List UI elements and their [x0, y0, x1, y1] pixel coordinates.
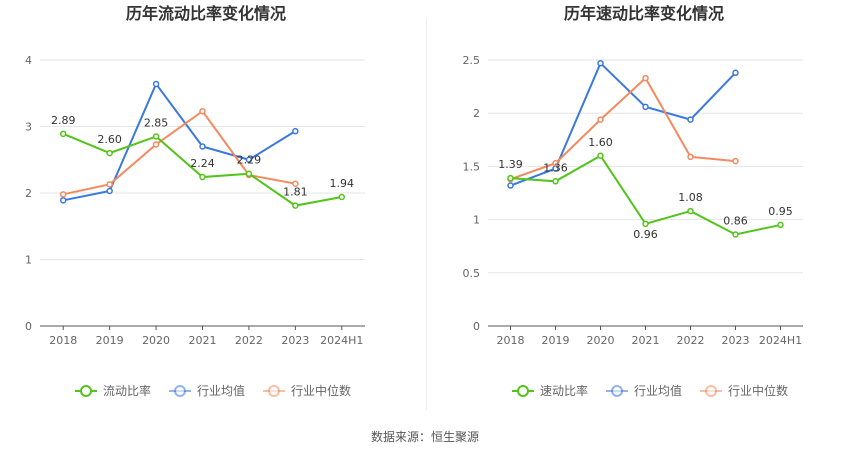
- chart1-y-tick: 3: [25, 121, 32, 134]
- chart1-legend-marker: [268, 385, 280, 397]
- chart2-series-line-2: [510, 76, 736, 181]
- chart2-data-label: 1.60: [588, 136, 613, 149]
- chart1-point-2: [292, 180, 299, 187]
- chart2-title: 历年速动比率变化情况: [564, 4, 724, 23]
- chart2-y-tick: 0: [473, 320, 480, 333]
- chart1-point-2: [199, 107, 206, 115]
- chart1-point-0: [292, 202, 299, 209]
- chart2-point-1: [687, 116, 694, 123]
- chart2-y-tick: 2.5: [463, 54, 481, 67]
- chart2-x-tick: 2020: [587, 334, 615, 347]
- chart1-data-label: 2.29: [237, 154, 262, 167]
- chart1-point-0: [338, 193, 346, 201]
- panel-divider: [426, 18, 427, 410]
- chart1-x-tick: 2023: [281, 334, 309, 347]
- chart2-y-tick: 1: [473, 214, 480, 227]
- chart1-point-1: [152, 80, 160, 88]
- chart1-point-1: [199, 143, 206, 150]
- chart1-legend-marker: [80, 385, 92, 397]
- chart1-y-tick: 1: [25, 254, 32, 267]
- chart1-x-tick: 2021: [189, 334, 217, 347]
- chart2-legend-label: 速动比率: [540, 383, 588, 398]
- chart2-legend-marker: [611, 385, 623, 397]
- chart2-legend-marker: [517, 385, 529, 397]
- chart1-x-tick: 2024H1: [320, 334, 363, 347]
- chart1-x-tick: 2018: [49, 334, 77, 347]
- chart1-data-label: 2.89: [51, 114, 76, 127]
- chart1-data-label: 2.24: [190, 157, 215, 170]
- chart2-point-2: [552, 159, 559, 167]
- chart1-point-0: [152, 133, 160, 140]
- chart2-x-tick: 2019: [542, 334, 570, 347]
- chart2-data-label: 0.96: [633, 228, 658, 241]
- data-source-note: 数据来源：恒生聚源: [370, 430, 479, 444]
- chart2-data-label: 0.86: [723, 214, 748, 227]
- chart2-y-tick: 0.5: [463, 267, 481, 280]
- chart1-legend-label: 流动比率: [103, 383, 151, 398]
- chart1-point-1: [292, 127, 299, 135]
- chart2-x-tick: 2024H1: [759, 334, 802, 347]
- chart1-point-1: [59, 197, 67, 204]
- chart2-x-tick: 2018: [497, 334, 525, 347]
- chart1-point-1: [106, 187, 113, 195]
- chart2-point-1: [507, 182, 514, 189]
- chart2-x-tick: 2021: [632, 334, 660, 347]
- chart2-point-0: [552, 178, 559, 185]
- chart1-data-label: 1.94: [330, 177, 355, 190]
- chart1-series-line-1: [63, 81, 296, 202]
- chart1-point-0: [106, 149, 113, 157]
- chart2-x-tick: 2023: [722, 334, 750, 347]
- chart2-point-0: [642, 220, 649, 228]
- chart1-y-tick: 0: [25, 320, 32, 333]
- chart2-point-1: [732, 69, 739, 77]
- chart1-x-tick: 2020: [142, 334, 170, 347]
- chart1-data-label: 2.60: [97, 133, 122, 146]
- chart2-point-1: [597, 59, 604, 67]
- chart2-point-0: [777, 221, 784, 229]
- chart1-point-2: [59, 191, 67, 198]
- chart1-data-label: 2.85: [144, 116, 169, 129]
- chart2-data-label: 1.08: [678, 191, 703, 204]
- chart1-point-1: [245, 156, 253, 163]
- chart2-point-1: [642, 103, 649, 111]
- chart1-point-2: [106, 181, 113, 188]
- chart2-data-label: 0.95: [768, 205, 793, 218]
- chart2-x-tick: 2022: [677, 334, 705, 347]
- chart2-y-tick: 2: [473, 107, 480, 120]
- chart1-legend-label: 行业中位数: [291, 383, 351, 398]
- chart1-point-0: [245, 170, 253, 177]
- chart2-point-2: [687, 153, 694, 161]
- chart1-y-tick: 4: [25, 54, 32, 67]
- chart2-point-0: [507, 174, 514, 182]
- chart2-legend-marker: [705, 385, 717, 397]
- chart2-data-label: 1.39: [498, 158, 523, 171]
- chart2-point-2: [642, 74, 649, 82]
- chart1-legend-label: 行业均值: [197, 383, 245, 398]
- chart2-point-0: [687, 207, 694, 215]
- chart2-data-label: 1.36: [543, 161, 568, 174]
- chart1-legend-marker: [174, 385, 186, 397]
- chart2-legend-label: 行业中位数: [728, 383, 788, 398]
- chart2-point-2: [732, 157, 739, 165]
- chart1-data-label: 1.81: [283, 186, 308, 199]
- chart1-x-tick: 2019: [96, 334, 124, 347]
- chart1-y-tick: 2: [25, 187, 32, 200]
- chart1-point-2: [152, 141, 160, 148]
- chart2-point-0: [732, 231, 739, 238]
- chart1-point-0: [199, 173, 206, 181]
- chart2-point-0: [597, 152, 604, 160]
- chart2-y-tick: 1.5: [463, 160, 481, 173]
- chart2-point-2: [597, 116, 604, 123]
- chart1-point-0: [59, 130, 67, 138]
- chart2-series-line-1: [510, 61, 737, 187]
- chart1-title: 历年流动比率变化情况: [126, 4, 286, 23]
- chart2-legend-label: 行业均值: [634, 383, 682, 398]
- chart1-x-tick: 2022: [235, 334, 263, 347]
- chart1-series-line-2: [63, 109, 296, 196]
